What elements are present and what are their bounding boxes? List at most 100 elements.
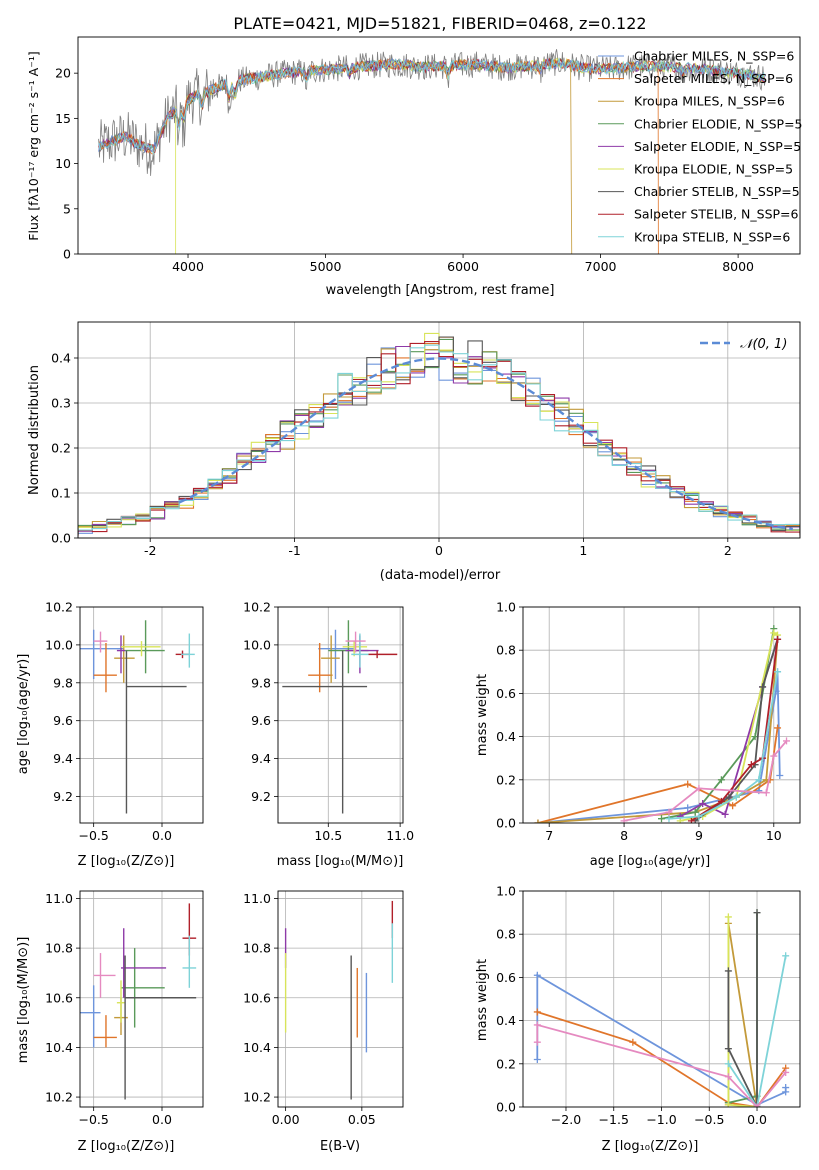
x-tick-label: 8000	[722, 259, 754, 274]
y-tick-label: 0.3	[51, 396, 71, 411]
mass-weight-vs-age-panel: 7 8 9 10 0.0 0.2 0.4 0.6 0.8 1.0	[496, 600, 801, 843]
x-tick-label: 10	[766, 828, 782, 843]
legend-label: Kroupa ELODIE, N_SSP=5	[634, 162, 793, 177]
y-tick-label: 0.0	[51, 531, 71, 546]
figure-title: PLATE=0421, MJD=51821, FIBERID=0468, z=0…	[233, 14, 646, 33]
x-tick-label: 0.0	[152, 1112, 172, 1127]
point-marker	[774, 724, 782, 732]
mw-age-ylabel: mass weight	[475, 674, 490, 756]
y-tick-label: 0.1	[51, 486, 71, 501]
point-marker	[684, 804, 692, 812]
error-bar-point	[93, 1015, 117, 1048]
error-bar-point	[321, 635, 340, 683]
point-marker	[724, 1045, 732, 1053]
point-marker	[534, 819, 542, 823]
y-tick-label: 0.0	[496, 816, 516, 831]
x-tick-label: 2	[724, 543, 732, 558]
y-tick-label: 9.4	[53, 751, 73, 766]
legend-label: Kroupa STELIB, N_SSP=6	[634, 229, 790, 244]
x-tick-label: -1	[288, 543, 300, 558]
y-tick-label: 1.0	[496, 600, 516, 615]
point-marker	[691, 808, 699, 816]
legend-label: Chabrier ELODIE, N_SSP=5	[634, 116, 803, 131]
point-marker	[724, 1060, 732, 1068]
normal-curve	[178, 357, 793, 531]
legend-label: Salpeter STELIB, N_SSP=6	[634, 207, 799, 222]
x-tick-label: 0	[435, 543, 443, 558]
y-tick-label: 10.6	[243, 990, 271, 1005]
point-marker	[776, 771, 784, 779]
x-tick-label: 0.0	[747, 1112, 767, 1127]
y-tick-label: 11.0	[243, 891, 271, 906]
point-marker	[533, 1008, 541, 1016]
error-bar-points	[284, 900, 394, 1100]
legend-label: Salpeter ELODIE, N_SSP=5	[634, 139, 801, 154]
residual-histogram	[78, 344, 800, 531]
point-marker	[724, 967, 732, 975]
error-bar-point	[282, 650, 368, 814]
mass-ebv-xlabel: E(B-V)	[320, 1139, 360, 1154]
point-marker	[774, 668, 782, 676]
x-tick-label: 7000	[585, 259, 617, 274]
error-bar-point	[116, 980, 126, 1023]
point-marker	[782, 1068, 790, 1076]
error-bar-point	[125, 650, 187, 814]
y-tick-label: 0.8	[496, 927, 516, 942]
error-bar-points	[80, 620, 195, 814]
x-tick-label: 10.5	[314, 828, 342, 843]
point-marker	[759, 683, 767, 691]
point-marker	[782, 1084, 790, 1092]
axes-frame	[77, 36, 801, 255]
y-tick-label: 0.2	[51, 441, 71, 456]
point-marker	[732, 793, 740, 801]
point-marker	[687, 817, 695, 823]
error-bar-point	[121, 641, 161, 657]
residuals-xlabel: (data-model)/error	[380, 568, 501, 583]
point-marker	[747, 761, 755, 769]
mass-weight-line	[727, 912, 758, 1107]
y-tick-label: 10.6	[45, 990, 73, 1005]
x-tick-label: 6000	[447, 259, 479, 274]
model-spectrum-line	[98, 57, 766, 156]
error-bar-point	[121, 928, 167, 998]
x-tick-label: −0.5	[694, 1112, 724, 1127]
y-tick-label: 0.4	[496, 1013, 516, 1028]
x-tick-label: -2	[144, 543, 156, 558]
point-marker	[774, 635, 782, 643]
axes-frame	[522, 606, 801, 824]
x-tick-label: 0.0	[152, 828, 172, 843]
y-tick-label: 10.2	[45, 600, 73, 615]
axes-frame	[77, 321, 801, 539]
error-bar-point	[121, 948, 165, 1028]
point-marker	[533, 1055, 541, 1063]
x-tick-label: −0.5	[78, 828, 108, 843]
point-marker	[533, 1021, 541, 1029]
error-bar-point	[345, 631, 366, 653]
y-tick-label: 10.0	[45, 637, 73, 652]
y-tick-label: 9.2	[251, 789, 271, 804]
age-vs-mass-panel: 10.5 11.0 9.2 9.4 9.6 9.8 10.0 10.2	[243, 600, 414, 844]
point-marker	[629, 1038, 637, 1046]
spectrum-ylabel: Flux [fλ10⁻¹⁷ erg cm⁻² s⁻¹ A⁻¹]	[26, 51, 41, 240]
point-marker	[729, 802, 737, 810]
mass-weight-lines	[534, 625, 791, 823]
y-tick-label: 0.4	[51, 351, 71, 366]
error-bar-point	[182, 935, 197, 988]
y-tick-label: 10	[55, 156, 71, 171]
y-tick-label: 0.4	[496, 729, 516, 744]
histograms	[78, 332, 800, 537]
x-tick-label: 5000	[310, 259, 342, 274]
y-tick-label: 0.2	[496, 1056, 516, 1071]
y-tick-label: 11.0	[45, 891, 73, 906]
mw-z-xlabel: Z [log₁₀(Z/Z⊙)]	[602, 1139, 699, 1154]
mass-weight-vs-Z-panel: −2.0 −1.5 −1.0 −0.5 0.0 0.0 0.2 0.4 0.6 0.8 1.0	[496, 884, 801, 1127]
legend-label: Salpeter MILES, N_SSP=6	[634, 71, 793, 86]
point-marker	[783, 737, 791, 745]
age-z-ylabel: age [log₁₀(age/yr)]	[16, 654, 31, 775]
y-tick-label: 0.0	[496, 1100, 516, 1115]
point-marker	[724, 913, 732, 921]
point-marker	[533, 1038, 541, 1046]
x-tick-label: 7	[545, 828, 553, 843]
legend-label: Kroupa MILES, N_SSP=6	[634, 94, 785, 109]
